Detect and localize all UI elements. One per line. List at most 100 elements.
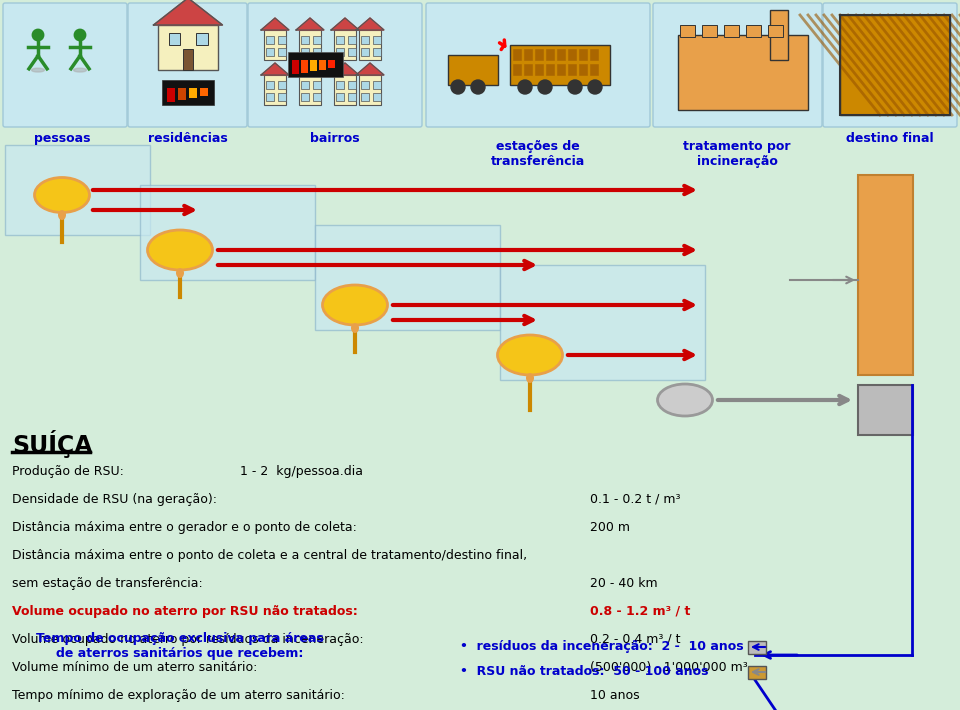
Bar: [288, 52, 343, 77]
Bar: [313, 48, 321, 56]
Bar: [299, 30, 321, 60]
Bar: [513, 49, 522, 61]
FancyBboxPatch shape: [140, 185, 315, 280]
FancyBboxPatch shape: [3, 3, 127, 127]
Bar: [590, 49, 599, 61]
FancyBboxPatch shape: [500, 265, 705, 380]
Circle shape: [471, 80, 485, 94]
Bar: [328, 60, 335, 68]
Bar: [169, 33, 180, 45]
Bar: [373, 81, 381, 89]
Polygon shape: [261, 63, 289, 75]
FancyBboxPatch shape: [315, 225, 500, 330]
Bar: [200, 88, 208, 96]
Bar: [158, 25, 218, 70]
Text: Tempo de ocupação exclusiva para áreas
de aterros sanitários que recebem:: Tempo de ocupação exclusiva para áreas d…: [36, 632, 324, 660]
Bar: [278, 93, 286, 101]
Text: 20 - 40 km: 20 - 40 km: [590, 577, 658, 590]
Bar: [182, 49, 193, 70]
FancyBboxPatch shape: [5, 145, 150, 235]
Text: (500'000) - 1'000'000 m³: (500'000) - 1'000'000 m³: [590, 661, 748, 674]
Bar: [278, 81, 286, 89]
Bar: [535, 64, 544, 76]
Bar: [579, 49, 588, 61]
Bar: [299, 75, 321, 105]
FancyBboxPatch shape: [426, 3, 650, 127]
Bar: [724, 25, 739, 37]
Text: •  resíduos da inceneração:  2 -  10 anos: • resíduos da inceneração: 2 - 10 anos: [460, 640, 744, 653]
FancyBboxPatch shape: [823, 3, 957, 127]
Bar: [748, 641, 766, 654]
Polygon shape: [356, 63, 384, 75]
Bar: [748, 666, 766, 679]
Text: Volume ocupado no aterro por resíduos da inceneração:: Volume ocupado no aterro por resíduos da…: [12, 633, 364, 646]
Bar: [189, 88, 197, 98]
Bar: [361, 93, 369, 101]
Bar: [678, 35, 808, 110]
Text: Volume mínimo de um aterro sanitário:: Volume mínimo de um aterro sanitário:: [12, 661, 257, 674]
Text: destino final: destino final: [846, 132, 934, 145]
Text: 0.2 - 0.4 m³ / t: 0.2 - 0.4 m³ / t: [590, 633, 681, 646]
Text: SUÍÇA: SUÍÇA: [12, 430, 92, 458]
Bar: [359, 75, 381, 105]
Circle shape: [588, 80, 602, 94]
Ellipse shape: [658, 384, 712, 416]
Bar: [334, 30, 356, 60]
Polygon shape: [154, 0, 223, 25]
Bar: [513, 64, 522, 76]
Bar: [557, 49, 566, 61]
Bar: [546, 64, 555, 76]
Bar: [448, 55, 498, 85]
Bar: [858, 175, 913, 375]
Text: Tempo mínimo de exploração de um aterro sanitário:: Tempo mínimo de exploração de um aterro …: [12, 689, 345, 702]
Circle shape: [33, 29, 44, 40]
Bar: [336, 93, 344, 101]
Bar: [770, 10, 788, 60]
Bar: [264, 30, 286, 60]
Polygon shape: [356, 18, 384, 30]
Bar: [167, 88, 175, 102]
Bar: [301, 60, 308, 72]
Polygon shape: [840, 15, 950, 115]
Bar: [858, 385, 913, 435]
Bar: [524, 49, 533, 61]
Bar: [313, 36, 321, 44]
Bar: [292, 60, 299, 74]
Bar: [266, 93, 274, 101]
Text: 200 m: 200 m: [590, 521, 630, 534]
Circle shape: [74, 29, 85, 40]
Text: Volume ocupado no aterro por RSU não tratados:: Volume ocupado no aterro por RSU não tra…: [12, 605, 358, 618]
Ellipse shape: [35, 178, 89, 212]
Text: Produção de RSU:: Produção de RSU:: [12, 465, 124, 478]
Ellipse shape: [148, 230, 212, 270]
Polygon shape: [296, 18, 324, 30]
Bar: [301, 48, 309, 56]
Text: bairros: bairros: [310, 132, 360, 145]
Bar: [546, 49, 555, 61]
Bar: [278, 36, 286, 44]
Text: 1 - 2  kg/pessoa.dia: 1 - 2 kg/pessoa.dia: [240, 465, 363, 478]
Bar: [579, 64, 588, 76]
Bar: [319, 60, 326, 70]
Bar: [590, 64, 599, 76]
Bar: [348, 36, 356, 44]
Bar: [266, 48, 274, 56]
Circle shape: [568, 80, 582, 94]
Bar: [524, 64, 533, 76]
Text: 0.8 - 1.2 m³ / t: 0.8 - 1.2 m³ / t: [590, 605, 690, 618]
Text: Distância máxima entre o gerador e o ponto de coleta:: Distância máxima entre o gerador e o pon…: [12, 521, 357, 534]
Ellipse shape: [497, 335, 563, 375]
Polygon shape: [261, 18, 289, 30]
Polygon shape: [331, 63, 359, 75]
Bar: [313, 93, 321, 101]
Bar: [336, 36, 344, 44]
Bar: [197, 33, 207, 45]
Bar: [702, 25, 717, 37]
Ellipse shape: [176, 268, 184, 278]
Bar: [768, 25, 783, 37]
Text: 0.1 - 0.2 t / m³: 0.1 - 0.2 t / m³: [590, 493, 681, 506]
Text: estações de
transferência: estações de transferência: [491, 140, 586, 168]
Ellipse shape: [526, 373, 534, 383]
Bar: [535, 49, 544, 61]
FancyBboxPatch shape: [248, 3, 422, 127]
